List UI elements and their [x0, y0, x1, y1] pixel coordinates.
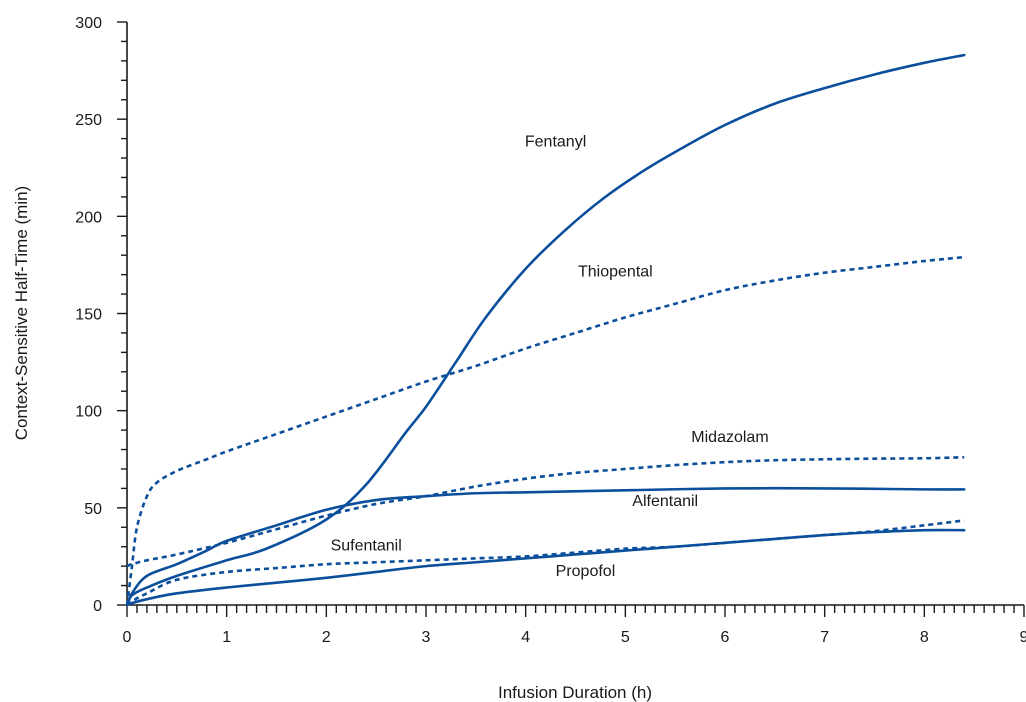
series-line-propofol	[125, 528, 966, 607]
series-line-alfentanil	[125, 486, 966, 607]
series-line-fentanyl	[125, 53, 966, 607]
series-label-fentanyl: Fentanyl	[525, 133, 586, 150]
x-axis-label: Infusion Duration (h)	[498, 683, 652, 702]
y-tick-label: 300	[75, 15, 102, 32]
axis-ticks	[117, 21, 1025, 617]
y-tick-label: 0	[93, 598, 102, 615]
y-tick-label: 150	[75, 307, 102, 324]
x-tick-label: 5	[621, 629, 630, 646]
series-lines	[125, 53, 966, 607]
y-tick-label: 200	[75, 209, 102, 226]
series-annotations: Fentanyl Thiopental Midazolam Alfentanil Suf…	[331, 133, 769, 579]
series-label-sufentanil: Sufentanil	[331, 538, 402, 555]
series-label-alfentanil: Alfentanil	[632, 493, 698, 510]
y-tick-label: 50	[84, 501, 102, 518]
x-tick-label: 4	[521, 629, 530, 646]
y-tick-label: 100	[75, 404, 102, 421]
x-tick-label: 8	[920, 629, 929, 646]
series-label-midazolam: Midazolam	[691, 429, 768, 446]
x-tick-label: 3	[422, 629, 431, 646]
x-tick-label: 0	[123, 629, 132, 646]
x-tick-labels: 0 1 2 3 4 5 6 7 8 9	[123, 629, 1026, 646]
series-line-sufentanil	[126, 519, 965, 607]
x-tick-label: 9	[1020, 629, 1026, 646]
x-tick-label: 7	[820, 629, 829, 646]
series-line-thiopental	[125, 255, 965, 606]
y-tick-labels: 0 50 100 150 200 250 300	[75, 15, 102, 615]
series-label-propofol: Propofol	[556, 563, 616, 580]
y-axis-label: Context-Sensitive Half-Time (min)	[12, 186, 31, 440]
x-tick-label: 2	[322, 629, 331, 646]
x-tick-label: 1	[222, 629, 231, 646]
x-tick-label: 6	[721, 629, 730, 646]
y-tick-label: 250	[75, 112, 102, 129]
plot-frame	[126, 22, 1024, 606]
series-line-midazolam	[126, 456, 965, 568]
series-label-thiopental: Thiopental	[578, 264, 653, 281]
